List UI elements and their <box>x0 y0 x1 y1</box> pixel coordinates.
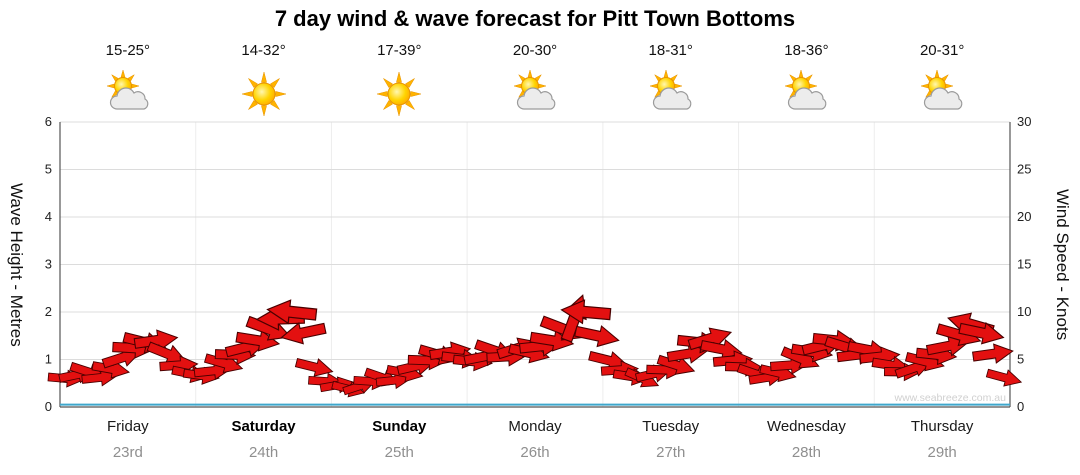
day-name-label: Saturday <box>231 418 296 435</box>
wind-arrow <box>656 354 696 375</box>
weather-icon-box <box>647 69 695 118</box>
wind-arrow <box>81 368 118 387</box>
day-temp: 14-32° <box>241 42 286 59</box>
day-name-label: Tuesday <box>642 418 700 435</box>
sun-cloud-icon <box>648 69 692 110</box>
day-name-label: Friday <box>107 418 149 435</box>
day-name-label: Monday <box>508 418 562 435</box>
weather-icon-box <box>240 70 288 118</box>
wind-arrow <box>294 357 334 377</box>
chart-title: 7 day wind & wave forecast for Pitt Town… <box>274 6 796 31</box>
wind-axis-tick: 5 <box>1017 352 1024 367</box>
wind-axis-tick: 30 <box>1017 114 1031 129</box>
day-date-label: 26th <box>520 444 550 461</box>
sun-cloud-icon <box>513 69 556 110</box>
sun-icon <box>241 71 286 117</box>
weather-icon-box <box>104 69 152 118</box>
day-name-label: Thursday <box>910 418 974 435</box>
day-name-label: Sunday <box>372 418 427 435</box>
wave-axis-tick: 3 <box>45 257 52 272</box>
weather-icon-box <box>918 69 966 118</box>
wind-arrow <box>666 343 709 364</box>
wave-axis-tick: 6 <box>45 114 52 129</box>
wind-arrow <box>266 299 318 325</box>
wave-axis-tick: 2 <box>45 304 52 319</box>
day-date-label: 29th <box>927 444 957 461</box>
day-temp: 20-31° <box>919 42 965 59</box>
day-date-label: 25th <box>384 444 414 461</box>
wind-arrow <box>925 335 970 357</box>
sun-cloud-icon <box>784 69 827 110</box>
watermark: www.seabreeze.com.au <box>894 392 1006 404</box>
wind-arrow <box>133 329 179 352</box>
wind-arrow <box>958 322 1005 345</box>
wind-axis-tick: 20 <box>1017 209 1031 224</box>
day-date-label: 28th <box>791 444 822 461</box>
wind-arrow <box>687 327 733 351</box>
wind-arrow <box>972 343 1014 364</box>
wind-arrow <box>574 325 620 348</box>
weather-icon-box <box>511 69 559 118</box>
weather-icon-box <box>782 69 830 118</box>
day-temp: 18-31° <box>648 42 693 59</box>
wind-axis-tick: 0 <box>1017 399 1024 414</box>
wave-axis-tick: 4 <box>45 209 52 224</box>
wind-arrow <box>280 322 327 345</box>
day-temp: 17-39° <box>377 42 422 59</box>
sun-cloud-icon <box>920 69 963 110</box>
wave-axis-tick: 5 <box>45 162 52 177</box>
day-temp: 18-36° <box>784 42 829 59</box>
sun-icon <box>377 71 422 117</box>
day-temp: 15-25° <box>105 42 151 59</box>
wind-axis-tick: 15 <box>1017 257 1031 272</box>
wind-arrow-band <box>47 294 1023 398</box>
weather-icon-box <box>375 70 423 118</box>
right-axis-title: Wind Speed - Knots <box>1053 188 1072 341</box>
day-temp: 20-30° <box>512 42 558 59</box>
wind-arrow <box>985 368 1023 387</box>
day-date-label: 23rd <box>112 444 143 461</box>
day-name-label: Wednesday <box>766 418 846 435</box>
wind-axis-tick: 10 <box>1017 304 1031 319</box>
wind-axis-tick: 25 <box>1017 162 1031 177</box>
wind-arrow <box>235 329 281 352</box>
wave-axis-tick: 1 <box>45 352 52 367</box>
day-date-label: 27th <box>656 444 686 461</box>
sun-cloud-icon <box>105 69 149 110</box>
day-date-label: 24th <box>248 444 279 461</box>
left-axis-title: Wave Height - Metres <box>7 182 26 347</box>
wave-axis-tick: 0 <box>45 399 52 414</box>
wind-arrow <box>560 299 612 325</box>
